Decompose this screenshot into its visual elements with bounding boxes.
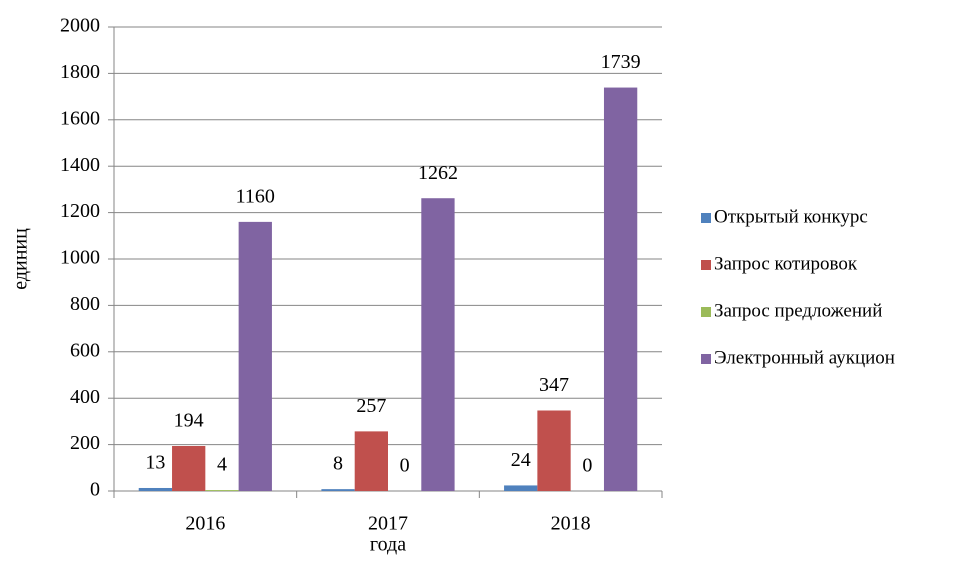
y-tick-label: 600	[70, 339, 100, 361]
x-tick-label: 2017	[368, 513, 408, 535]
legend-swatch	[701, 213, 711, 223]
y-axis-label: единиц	[10, 228, 32, 290]
legend-label: Запрос предложений	[714, 300, 882, 321]
data-label: 347	[539, 374, 569, 396]
bar	[537, 410, 571, 491]
data-label: 194	[174, 410, 204, 432]
x-tick-label: 2016	[185, 513, 225, 535]
y-tick-label: 0	[90, 479, 100, 501]
legend-swatch	[701, 260, 711, 270]
bar	[172, 445, 206, 491]
data-label: 13	[145, 452, 165, 474]
legend-label: Электронный аукцион	[714, 347, 895, 368]
bar	[238, 221, 272, 491]
bar	[205, 490, 239, 491]
bar	[421, 198, 455, 491]
data-label: 0	[582, 455, 592, 477]
y-tick-label: 1600	[60, 107, 100, 129]
data-label: 0	[400, 455, 410, 477]
y-tick-label: 1200	[60, 200, 100, 222]
y-tick-label: 1800	[60, 61, 100, 83]
legend-swatch	[701, 354, 711, 364]
data-label: 1262	[418, 162, 458, 184]
bar	[603, 87, 638, 491]
legend-swatch	[701, 307, 711, 317]
legend-label: Запрос котировок	[714, 253, 858, 274]
data-label: 8	[333, 453, 343, 475]
x-tick-label: 2018	[551, 513, 591, 535]
legend-label: Открытый конкурс	[714, 206, 868, 227]
y-tick-label: 1400	[60, 154, 100, 176]
data-label: 1160	[236, 185, 275, 207]
y-tick-label: 800	[70, 293, 100, 315]
data-label: 257	[356, 395, 386, 417]
y-tick-label: 200	[70, 432, 100, 454]
bar	[138, 487, 173, 491]
data-label: 24	[511, 449, 531, 471]
data-label: 1739	[601, 51, 641, 73]
bar	[504, 485, 538, 491]
y-tick-label: 2000	[60, 15, 100, 37]
data-label: 4	[217, 454, 227, 476]
x-axis-label: года	[370, 534, 406, 556]
y-tick-label: 400	[70, 386, 100, 408]
y-tick-label: 1000	[60, 247, 100, 269]
bar	[321, 489, 355, 491]
bar	[354, 431, 388, 491]
